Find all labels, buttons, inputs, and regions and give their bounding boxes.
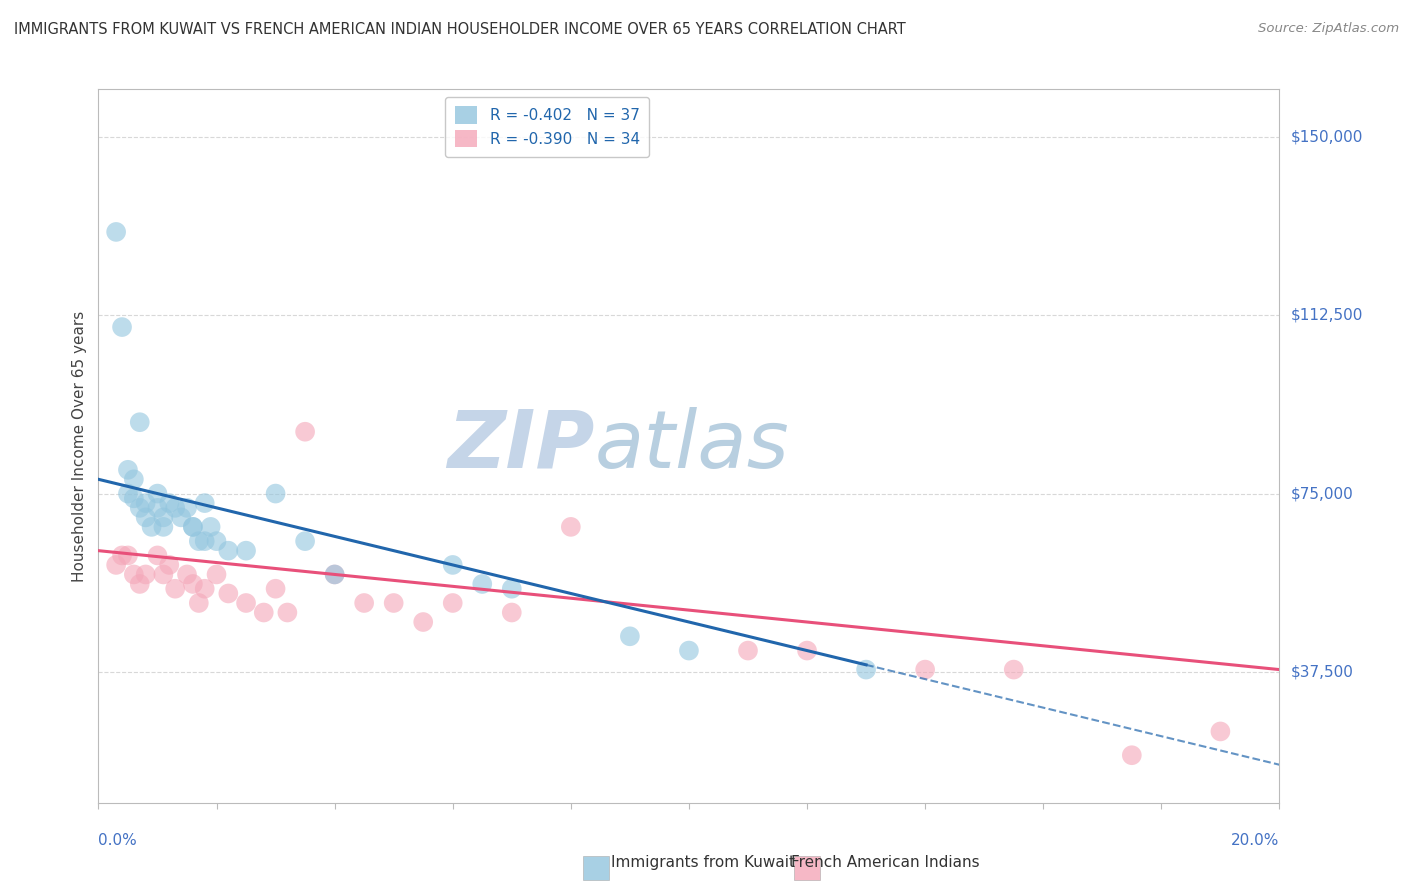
Text: $150,000: $150,000 <box>1291 129 1362 145</box>
Point <box>170 510 193 524</box>
Point <box>323 567 346 582</box>
Text: $112,500: $112,500 <box>1291 308 1362 323</box>
Point <box>152 520 174 534</box>
Text: ZIP: ZIP <box>447 407 595 485</box>
Point <box>619 629 641 643</box>
Point <box>105 558 128 572</box>
Point <box>501 582 523 596</box>
Point <box>382 596 405 610</box>
Point <box>194 534 217 549</box>
Point <box>117 549 139 563</box>
Y-axis label: Householder Income Over 65 years: Householder Income Over 65 years <box>72 310 87 582</box>
Point <box>122 491 145 506</box>
Point <box>235 596 257 610</box>
Point <box>176 567 198 582</box>
Text: Immigrants from Kuwait: Immigrants from Kuwait <box>612 855 794 870</box>
Point <box>122 567 145 582</box>
Text: French American Indians: French American Indians <box>792 855 980 870</box>
Text: $75,000: $75,000 <box>1291 486 1354 501</box>
Point <box>117 486 139 500</box>
Point <box>122 472 145 486</box>
Point <box>1002 663 1025 677</box>
Point <box>294 425 316 439</box>
Point <box>146 486 169 500</box>
Text: 20.0%: 20.0% <box>1232 833 1279 848</box>
Text: IMMIGRANTS FROM KUWAIT VS FRENCH AMERICAN INDIAN HOUSEHOLDER INCOME OVER 65 YEAR: IMMIGRANTS FROM KUWAIT VS FRENCH AMERICA… <box>14 22 905 37</box>
Point <box>205 534 228 549</box>
Point <box>157 496 180 510</box>
Point <box>152 510 174 524</box>
Point <box>176 500 198 515</box>
Point <box>157 558 180 572</box>
Point <box>796 643 818 657</box>
Point <box>264 582 287 596</box>
Point <box>146 500 169 515</box>
Point <box>117 463 139 477</box>
Point <box>181 520 204 534</box>
Point <box>165 500 187 515</box>
Text: Source: ZipAtlas.com: Source: ZipAtlas.com <box>1258 22 1399 36</box>
Point <box>181 520 204 534</box>
Point <box>165 582 187 596</box>
Point <box>471 577 494 591</box>
Point <box>128 415 150 429</box>
Point <box>181 577 204 591</box>
Point <box>737 643 759 657</box>
Point <box>135 510 157 524</box>
Text: $37,500: $37,500 <box>1291 665 1354 680</box>
Point <box>217 586 239 600</box>
Point <box>135 567 157 582</box>
Point <box>914 663 936 677</box>
Point <box>412 615 434 629</box>
Point <box>146 549 169 563</box>
Point <box>560 520 582 534</box>
Point <box>111 549 134 563</box>
Point <box>235 543 257 558</box>
Point <box>353 596 375 610</box>
Point <box>294 534 316 549</box>
Point <box>441 558 464 572</box>
Point <box>128 577 150 591</box>
Point <box>323 567 346 582</box>
Point <box>855 663 877 677</box>
Point <box>1121 748 1143 763</box>
Point <box>187 534 209 549</box>
Point <box>253 606 276 620</box>
Point <box>441 596 464 610</box>
Point <box>141 520 163 534</box>
Point <box>205 567 228 582</box>
Point <box>152 567 174 582</box>
Point <box>194 582 217 596</box>
Point <box>128 500 150 515</box>
Text: atlas: atlas <box>595 407 789 485</box>
Point <box>1209 724 1232 739</box>
Point <box>217 543 239 558</box>
Text: 0.0%: 0.0% <box>98 833 138 848</box>
Point <box>501 606 523 620</box>
Point <box>135 496 157 510</box>
Point <box>111 320 134 334</box>
Point <box>194 496 217 510</box>
Point <box>276 606 298 620</box>
Point <box>105 225 128 239</box>
Point <box>264 486 287 500</box>
Point <box>200 520 222 534</box>
Point <box>678 643 700 657</box>
Legend: R = -0.402   N = 37, R = -0.390   N = 34: R = -0.402 N = 37, R = -0.390 N = 34 <box>446 97 650 157</box>
Point <box>187 596 209 610</box>
